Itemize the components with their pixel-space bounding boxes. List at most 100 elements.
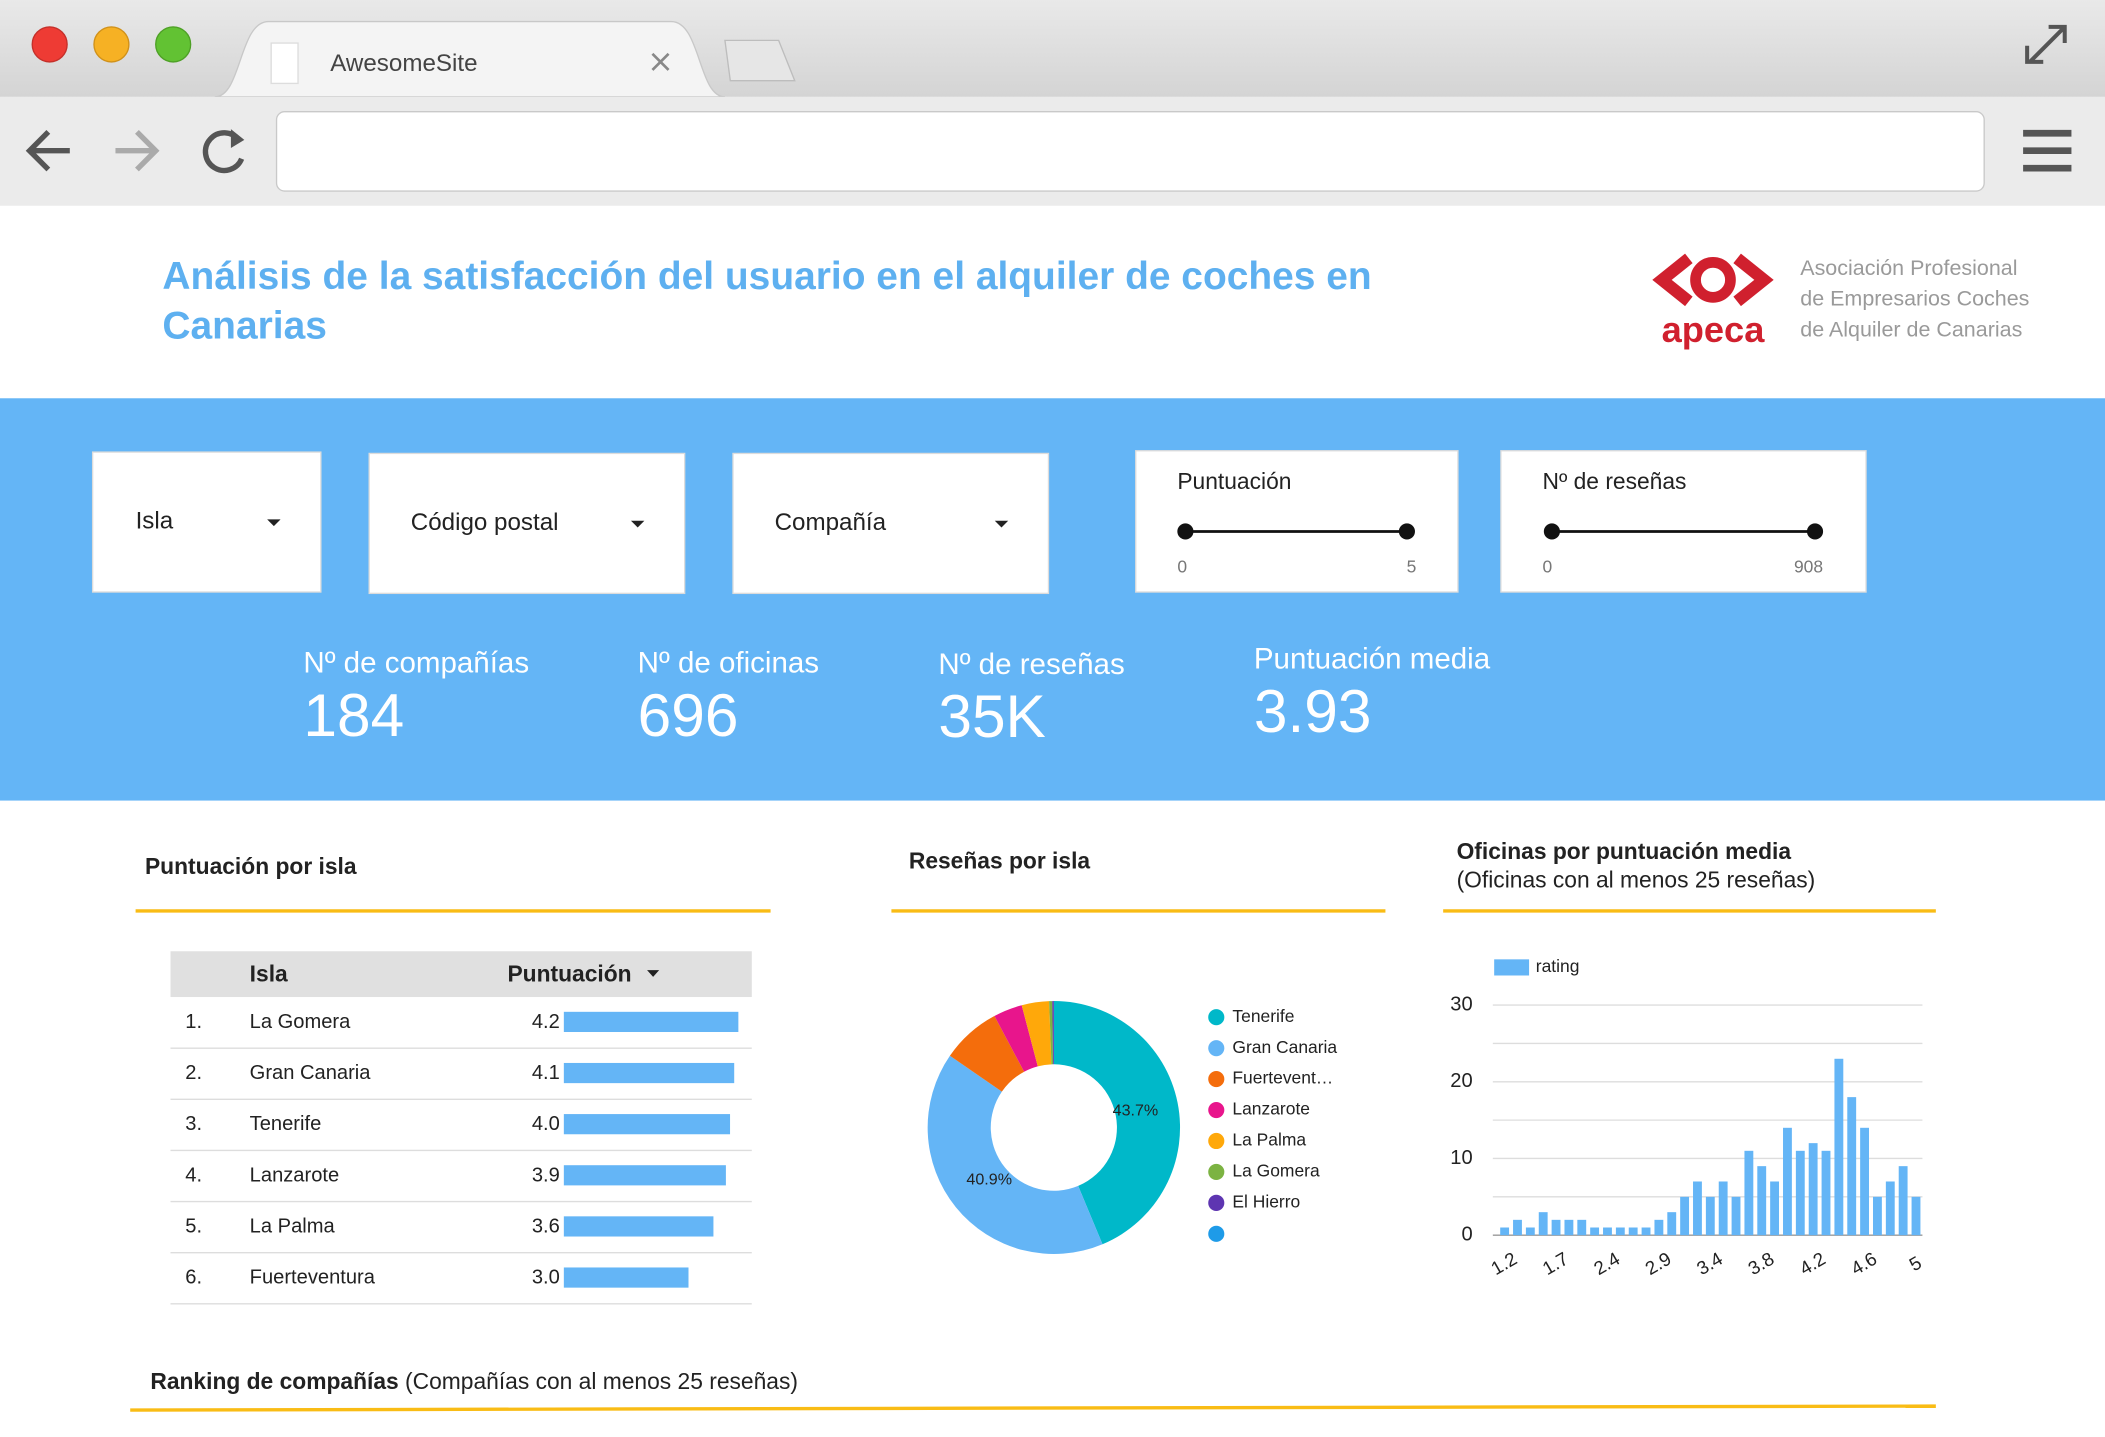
- slider-handle[interactable]: [1806, 523, 1824, 540]
- page-title: Análisis de la satisfacción del usuario …: [162, 255, 1371, 298]
- maximize-button[interactable]: [155, 26, 192, 63]
- slider-max: 908: [1794, 556, 1823, 576]
- filter-dropdown[interactable]: [91, 451, 322, 593]
- slice-label: 43.7%: [1113, 1101, 1159, 1119]
- logo-caption: Asociación Profesional: [1800, 256, 2017, 280]
- slider-handle[interactable]: [1177, 523, 1194, 540]
- forward-button[interactable]: [115, 129, 160, 172]
- histogram-bar: [1731, 1196, 1741, 1236]
- legend-label[interactable]: Gran Canaria: [1232, 1037, 1337, 1057]
- pie-slice: [1021, 1001, 1052, 1067]
- row-score: 4.2: [532, 1011, 560, 1033]
- histogram-bar: [1834, 1058, 1844, 1236]
- histogram-bar: [1693, 1181, 1702, 1236]
- back-button[interactable]: [25, 129, 70, 172]
- tab-icon: [270, 42, 299, 85]
- histogram-bar: [1821, 1150, 1831, 1236]
- filter-dropdown[interactable]: [368, 452, 686, 595]
- section-heading: Ranking de compañías (Compañías con al m…: [150, 1368, 798, 1394]
- chart-title: Oficinas por puntuación media: [1457, 838, 1792, 864]
- filter-dropdown[interactable]: [732, 452, 1050, 595]
- legend-label[interactable]: La Gomera: [1232, 1161, 1320, 1181]
- row-island: La Palma: [250, 1215, 336, 1237]
- histogram-bar: [1525, 1227, 1535, 1236]
- score-bar: [563, 1062, 735, 1084]
- histogram-bar: [1654, 1219, 1664, 1236]
- histogram-bar: [1885, 1181, 1895, 1236]
- histogram-bar: [1911, 1196, 1921, 1236]
- score-bar: [563, 1011, 739, 1033]
- slider-handle[interactable]: [1543, 523, 1560, 540]
- kpi-label: Puntuación media: [1254, 642, 1491, 675]
- row-score: 4.0: [532, 1113, 560, 1135]
- section-title: Ranking de compañías: [150, 1368, 398, 1394]
- histogram-bar: [1873, 1196, 1882, 1236]
- histogram-bar: [1680, 1196, 1690, 1236]
- page-title: Canarias: [162, 305, 326, 348]
- legend-label[interactable]: Lanzarote: [1232, 1099, 1310, 1119]
- section-rule: [130, 1404, 1936, 1412]
- fullscreen-icon[interactable]: [2025, 24, 2067, 64]
- range-slider: [1135, 450, 1459, 593]
- score-bar: [563, 1267, 689, 1288]
- histogram-bar: [1577, 1219, 1587, 1236]
- reload-button[interactable]: [202, 130, 245, 174]
- row-rank: 6.: [185, 1267, 202, 1289]
- histogram-bar: [1898, 1166, 1908, 1236]
- histogram-bar: [1564, 1219, 1574, 1236]
- slider-label: Nº de reseñas: [1543, 468, 1687, 494]
- sort-arrow: [647, 970, 660, 977]
- kpi-value: 696: [638, 681, 739, 749]
- histogram-bar: [1795, 1150, 1805, 1236]
- slider-max: 5: [1407, 556, 1417, 576]
- histogram-bar: [1513, 1219, 1522, 1236]
- histogram-bar: [1808, 1143, 1818, 1236]
- slider-handle[interactable]: [1398, 523, 1415, 540]
- dropdown-arrow: [994, 520, 1009, 528]
- logo-caption: de Alquiler de Canarias: [1800, 318, 2022, 342]
- kpi-value: 35K: [938, 682, 1045, 750]
- score-bar: [563, 1165, 726, 1186]
- legend-label[interactable]: Tenerife: [1232, 1006, 1294, 1026]
- minimize-button[interactable]: [93, 26, 130, 63]
- row-island: Tenerife: [250, 1113, 322, 1135]
- logo-caption: de Empresarios Coches: [1800, 287, 2029, 311]
- slice-label: 40.9%: [966, 1170, 1012, 1188]
- legend-swatch: [1208, 1132, 1225, 1150]
- chart-title: Reseñas por isla: [909, 847, 1091, 873]
- legend-swatch: [1208, 1009, 1225, 1026]
- row-rank: 1.: [185, 1011, 202, 1033]
- filter-label: Isla: [136, 507, 174, 534]
- address-bar[interactable]: [275, 111, 1985, 192]
- legend-label[interactable]: El Hierro: [1232, 1191, 1300, 1211]
- histogram-bar: [1551, 1219, 1561, 1236]
- histogram-bar: [1783, 1127, 1792, 1236]
- close-button[interactable]: [31, 26, 68, 63]
- histogram-bar: [1757, 1166, 1767, 1236]
- histogram-bar: [1628, 1227, 1638, 1236]
- legend-swatch: [1208, 1040, 1225, 1057]
- range-slider: [1500, 450, 1867, 593]
- legend-label[interactable]: La Palma: [1232, 1130, 1306, 1150]
- histogram-bar: [1718, 1181, 1728, 1236]
- column-header[interactable]: Puntuación: [507, 961, 631, 987]
- y-tick-label: 10: [1450, 1147, 1472, 1169]
- score-bar: [563, 1216, 714, 1237]
- legend-label[interactable]: Fuertevent…: [1232, 1068, 1333, 1088]
- histogram-bar: [1770, 1181, 1780, 1236]
- y-tick-label: 0: [1462, 1223, 1473, 1245]
- legend-swatch: [1208, 1101, 1225, 1119]
- row-rank: 2.: [185, 1062, 202, 1084]
- chart-subtitle: (Oficinas con al menos 25 reseñas): [1457, 866, 1816, 892]
- menu-button[interactable]: [2023, 129, 2072, 172]
- row-rank: 3.: [185, 1113, 202, 1135]
- tab-close[interactable]: [651, 52, 670, 71]
- y-tick-label: 20: [1450, 1070, 1472, 1092]
- new-tab[interactable]: [724, 39, 796, 82]
- histogram-bar: [1615, 1227, 1625, 1236]
- histogram-bar: [1641, 1227, 1651, 1236]
- pie-slice: [949, 1015, 1025, 1092]
- slider-min: 0: [1177, 556, 1187, 576]
- tab[interactable]: [214, 20, 726, 98]
